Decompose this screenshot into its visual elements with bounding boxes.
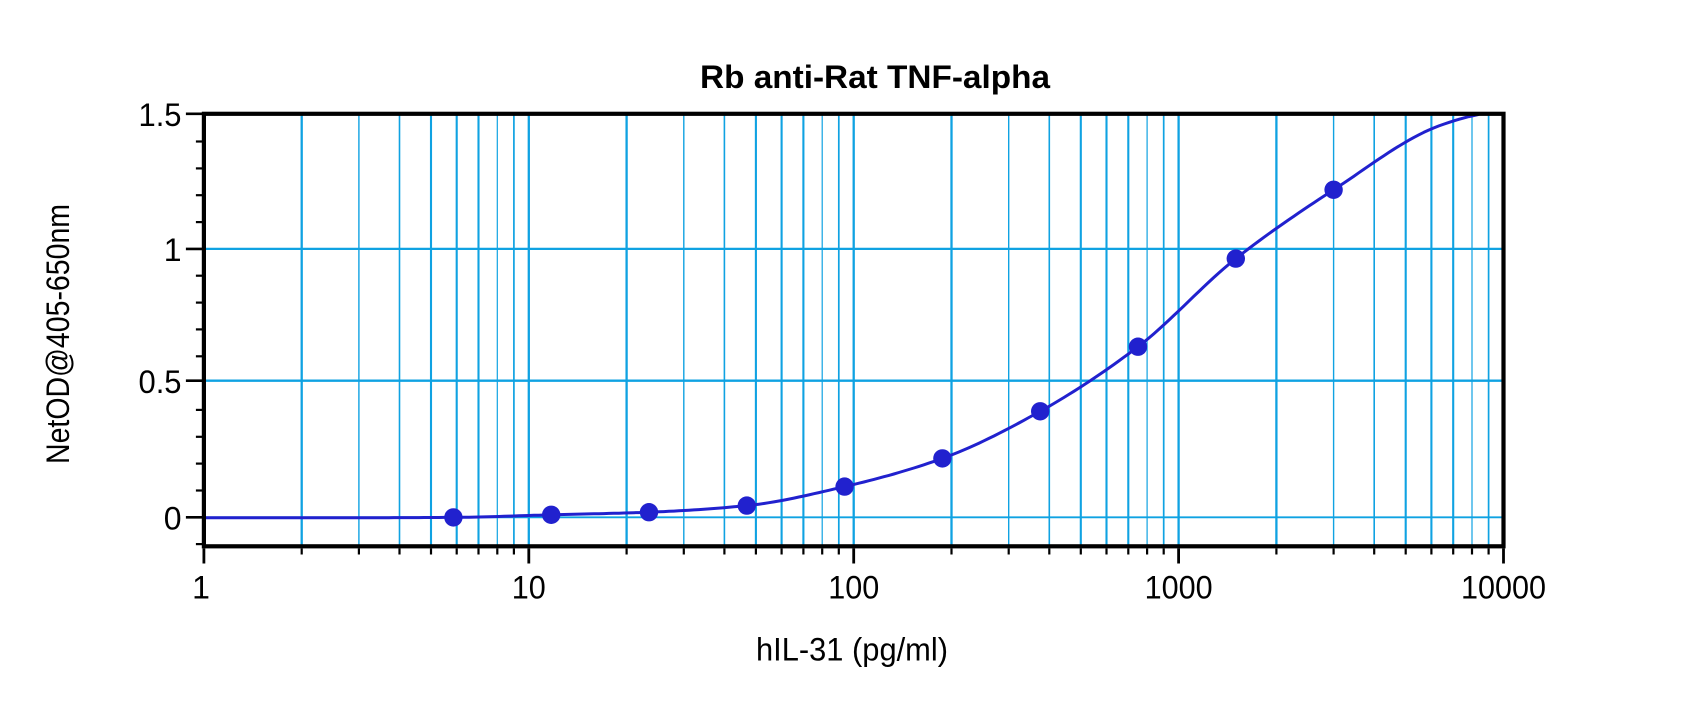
svg-text:1000: 1000	[1145, 569, 1213, 605]
svg-text:10000: 10000	[1461, 569, 1546, 605]
svg-text:Rb anti-Rat TNF-alpha: Rb anti-Rat TNF-alpha	[700, 59, 1050, 95]
svg-text:NetOD@405-650nm: NetOD@405-650nm	[40, 204, 76, 464]
svg-text:hIL-31 (pg/ml): hIL-31 (pg/ml)	[756, 632, 948, 668]
svg-text:1.5: 1.5	[139, 97, 182, 133]
svg-text:1: 1	[192, 569, 210, 605]
svg-text:10: 10	[512, 569, 546, 605]
svg-text:0: 0	[164, 501, 182, 537]
svg-text:1: 1	[164, 232, 182, 268]
svg-text:100: 100	[828, 569, 879, 605]
svg-text:0.5: 0.5	[139, 364, 182, 400]
